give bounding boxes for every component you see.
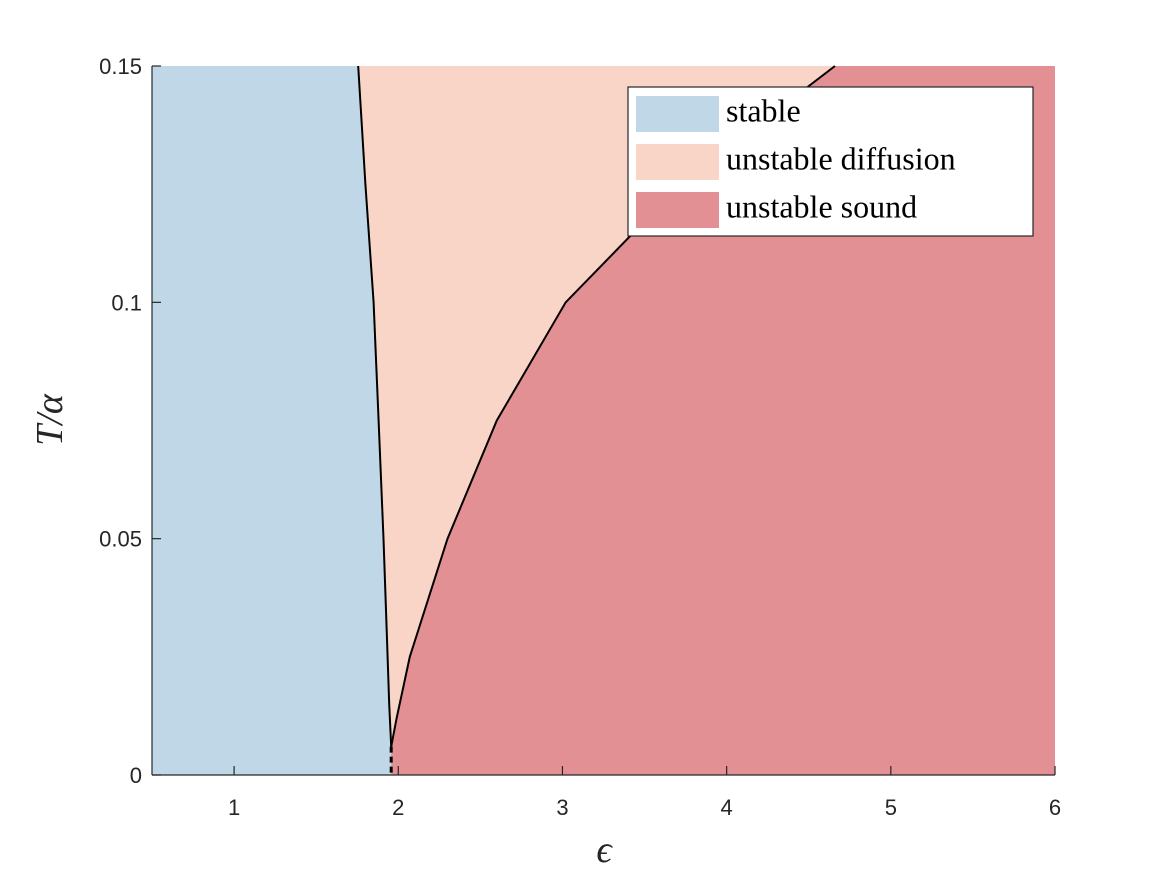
y-tick-label: 0.15 (99, 54, 142, 79)
x-tick-label: 6 (1049, 795, 1061, 820)
x-tick-label: 3 (556, 795, 568, 820)
y-axis-label: T/α (29, 393, 71, 446)
legend-label: stable (726, 92, 801, 128)
region-fill (152, 66, 392, 775)
legend-swatch (636, 96, 719, 132)
y-tick-label: 0.05 (99, 527, 142, 552)
region-fill (358, 66, 835, 747)
legend-label: unstable diffusion (726, 140, 956, 176)
y-tick-label: 0.1 (111, 290, 142, 315)
legend-swatch (636, 192, 719, 228)
x-tick-label: 5 (885, 795, 897, 820)
x-axis-label: ϵ (596, 829, 613, 871)
legend-swatch (636, 144, 719, 180)
x-tick-label: 1 (228, 795, 240, 820)
x-tick-label: 4 (721, 795, 733, 820)
legend-label: unstable sound (726, 188, 917, 224)
regions (152, 66, 1055, 775)
x-tick-label: 2 (392, 795, 404, 820)
y-tick-label: 0 (130, 763, 142, 788)
boundary-line (357, 65, 393, 747)
region-fill (391, 66, 1055, 775)
